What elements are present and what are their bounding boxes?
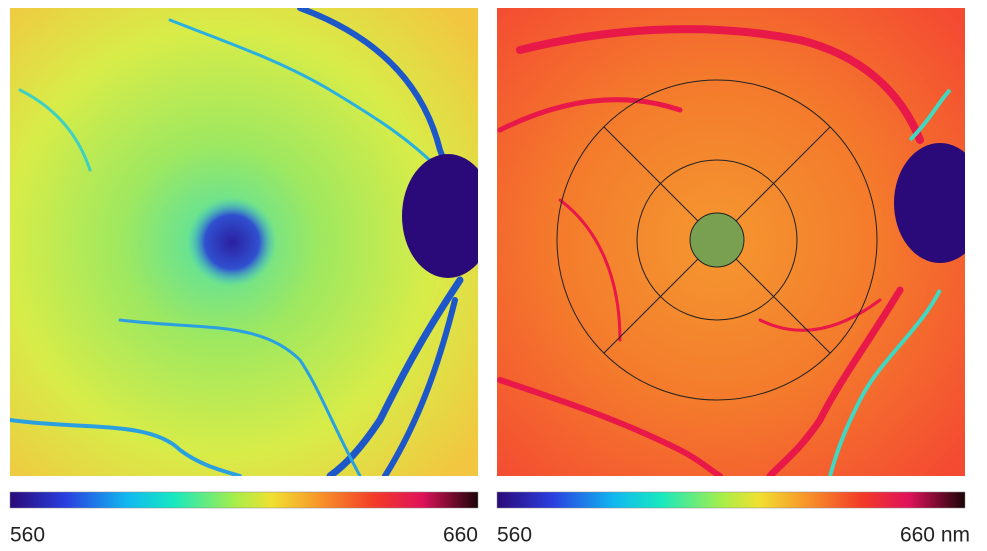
left-retina-map [10,8,494,476]
colorbar-max-label: 660 [443,524,478,547]
colorbar [10,492,478,508]
figure: 560 660 560 660 nm [0,0,987,551]
colorbar-max-label: 660 nm [900,524,970,547]
colorbar-min-label: 560 [10,524,45,547]
colorbar [497,492,965,508]
right-retina-map [497,8,986,476]
colorbar-min-label: 560 [497,524,532,547]
